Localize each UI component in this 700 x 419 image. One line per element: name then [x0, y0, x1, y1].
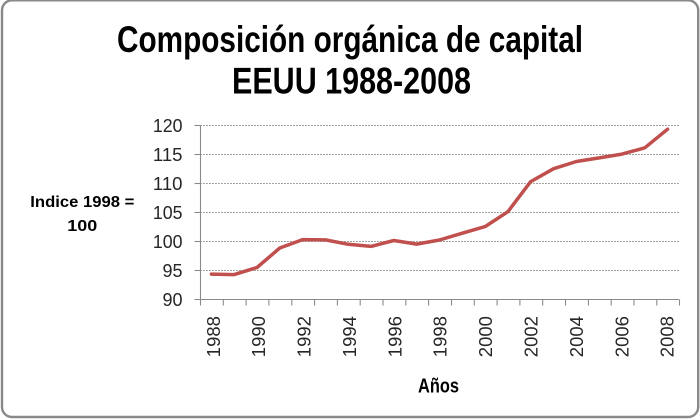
svg-text:110: 110 [153, 174, 183, 194]
svg-text:2004: 2004 [566, 316, 587, 357]
svg-text:2006: 2006 [611, 316, 632, 357]
svg-text:100: 100 [67, 218, 97, 235]
svg-text:115: 115 [153, 145, 183, 165]
svg-text:Indice 1998 =: Indice 1998 = [30, 194, 134, 211]
svg-text:1998: 1998 [430, 316, 451, 357]
svg-text:90: 90 [162, 290, 182, 310]
svg-text:1996: 1996 [384, 316, 405, 357]
svg-text:2002: 2002 [521, 316, 542, 357]
svg-text:EEUU 1988-2008: EEUU 1988-2008 [232, 61, 471, 102]
svg-text:Composición orgánica de capita: Composición orgánica de capital [117, 19, 583, 60]
svg-text:1988: 1988 [203, 316, 224, 357]
svg-text:100: 100 [153, 232, 183, 252]
svg-text:1992: 1992 [294, 316, 315, 357]
svg-text:1994: 1994 [339, 316, 360, 357]
svg-text:2008: 2008 [657, 316, 678, 357]
svg-text:95: 95 [162, 261, 182, 281]
svg-text:2000: 2000 [475, 316, 496, 357]
svg-text:Años: Años [418, 376, 459, 398]
svg-text:120: 120 [153, 116, 183, 136]
svg-text:1990: 1990 [248, 316, 269, 357]
svg-text:105: 105 [153, 203, 183, 223]
